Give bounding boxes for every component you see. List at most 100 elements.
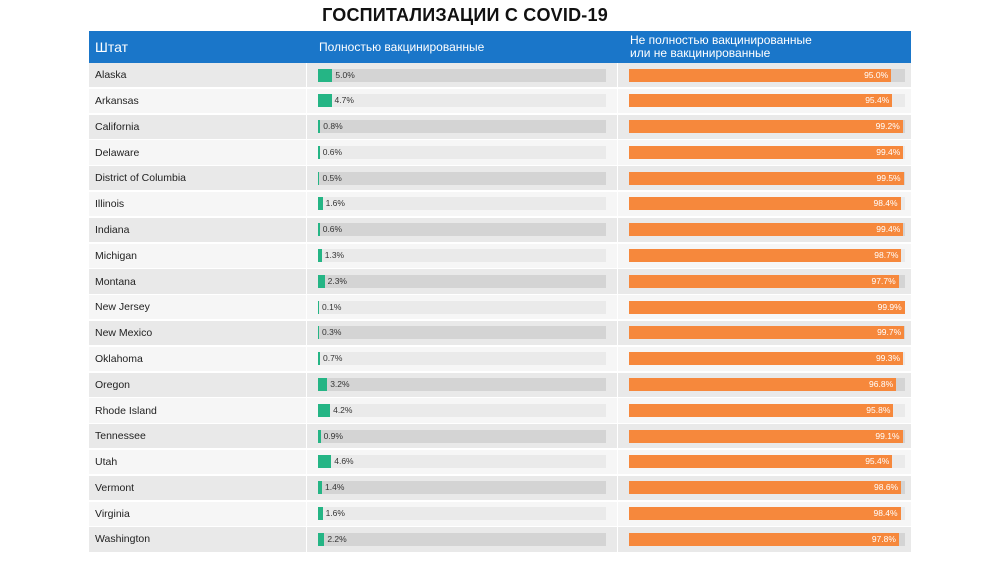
unvaccinated-track: 95.8% xyxy=(629,403,905,417)
vaccinated-bar xyxy=(318,352,321,366)
state-label: Oregon xyxy=(95,378,131,391)
vaccinated-value-label: 0.6% xyxy=(322,146,343,157)
unvaccinated-cell: 98.4% xyxy=(618,501,911,526)
vaccinated-track: 0.6% xyxy=(318,223,606,237)
state-label: Virginia xyxy=(95,507,130,520)
table-row: Montana 2.3% 97.7% xyxy=(89,269,911,295)
table-row: Oklahoma 0.7% 99.3% xyxy=(89,346,911,373)
unvaccinated-value-label: 97.8% xyxy=(871,533,896,544)
state-label: Michigan xyxy=(95,249,138,262)
unvaccinated-track: 98.4% xyxy=(629,197,905,211)
vaccinated-track: 5.0% xyxy=(318,68,606,82)
vaccinated-bar xyxy=(318,455,332,469)
vaccinated-cell: 0.8% xyxy=(307,114,617,139)
unvaccinated-track: 99.3% xyxy=(629,352,905,366)
state-label: Delaware xyxy=(95,146,140,159)
vaccinated-cell: 0.6% xyxy=(307,140,617,165)
vaccinated-bar xyxy=(318,68,333,82)
state-cell: Illinois xyxy=(89,191,306,217)
state-label: New Jersey xyxy=(95,301,150,314)
vaccinated-cell: 4.6% xyxy=(307,449,617,475)
vaccinated-value-label: 2.2% xyxy=(327,533,347,544)
unvaccinated-track: 99.1% xyxy=(629,429,905,443)
vaccinated-cell: 0.1% xyxy=(307,295,617,320)
unvaccinated-cell: 99.4% xyxy=(618,140,911,165)
vaccinated-value-label: 4.6% xyxy=(334,456,354,467)
vaccinated-value-label: 4.2% xyxy=(333,404,353,415)
vaccinated-cell: 0.5% xyxy=(307,166,617,191)
state-cell: Rhode Island xyxy=(89,398,306,423)
unvaccinated-value-label: 98.6% xyxy=(874,482,899,493)
vaccinated-cell: 0.7% xyxy=(307,346,617,372)
state-cell: Alaska xyxy=(89,63,306,88)
vaccinated-cell: 4.7% xyxy=(307,88,617,114)
unvaccinated-cell: 96.8% xyxy=(618,372,911,397)
unvaccinated-track: 99.7% xyxy=(629,326,905,340)
vaccinated-value-label: 1.6% xyxy=(325,198,345,209)
vaccinated-track: 0.1% xyxy=(318,300,606,314)
state-label: Washington xyxy=(95,533,151,546)
unvaccinated-cell: 99.9% xyxy=(618,295,911,320)
table-row: Illinois 1.6% 98.4% xyxy=(89,191,911,218)
unvaccinated-value-label: 99.5% xyxy=(876,172,901,183)
unvaccinated-value-label: 99.4% xyxy=(876,224,901,235)
unvaccinated-value-label: 99.9% xyxy=(877,301,902,312)
state-cell: Virginia xyxy=(89,501,306,526)
unvaccinated-cell: 99.2% xyxy=(618,114,911,139)
unvaccinated-value-label: 99.3% xyxy=(875,353,901,364)
header-unvaccinated-line2: или не вакцинированные xyxy=(630,46,771,60)
unvaccinated-track: 97.8% xyxy=(629,532,905,546)
unvaccinated-bar xyxy=(629,68,892,82)
header-unvaccinated: Не полностью вакцинированные или не вакц… xyxy=(630,31,812,63)
vaccinated-value-label: 0.6% xyxy=(322,224,343,235)
vaccinated-bar xyxy=(318,197,323,211)
vaccinated-value-label: 1.3% xyxy=(324,250,345,261)
table-row: New Mexico 0.3% 99.7% xyxy=(89,320,911,347)
unvaccinated-cell: 95.0% xyxy=(618,63,911,88)
state-cell: Arkansas xyxy=(89,88,306,114)
unvaccinated-value-label: 99.1% xyxy=(875,430,900,441)
state-label: Vermont xyxy=(95,481,135,494)
vaccinated-cell: 0.6% xyxy=(307,217,617,243)
unvaccinated-bar xyxy=(629,455,893,469)
table-row: Oregon 3.2% 96.8% xyxy=(89,372,911,399)
unvaccinated-track: 99.4% xyxy=(629,145,905,159)
unvaccinated-bar xyxy=(629,197,901,211)
state-label: Utah xyxy=(95,456,118,469)
unvaccinated-bar xyxy=(629,223,904,237)
vaccinated-value-label: 3.2% xyxy=(330,379,350,390)
unvaccinated-value-label: 98.7% xyxy=(874,250,899,261)
vaccinated-value-label: 2.3% xyxy=(327,275,347,286)
state-cell: Oregon xyxy=(89,372,306,397)
vaccinated-value-label: 1.4% xyxy=(325,482,345,493)
unvaccinated-value-label: 99.2% xyxy=(875,121,900,132)
vaccinated-bar xyxy=(318,249,322,263)
unvaccinated-value-label: 97.7% xyxy=(871,275,896,286)
state-cell: California xyxy=(89,114,306,139)
vaccinated-track: 4.6% xyxy=(318,455,606,469)
vaccinated-bar xyxy=(318,94,332,108)
state-cell: Oklahoma xyxy=(89,346,306,372)
unvaccinated-track: 95.4% xyxy=(629,94,905,108)
vaccinated-track: 3.2% xyxy=(318,378,606,392)
state-label: Arkansas xyxy=(95,94,139,107)
unvaccinated-cell: 99.1% xyxy=(618,424,911,449)
state-cell: Tennessee xyxy=(89,424,306,449)
data-table: Штат Полностью вакцинированные Не полнос… xyxy=(89,31,911,553)
unvaccinated-track: 98.7% xyxy=(629,249,905,263)
state-cell: Vermont xyxy=(89,475,306,501)
state-cell: New Jersey xyxy=(89,295,306,320)
unvaccinated-track: 99.2% xyxy=(629,120,905,134)
vaccinated-track: 1.4% xyxy=(318,481,606,495)
vaccinated-cell: 0.3% xyxy=(307,320,617,346)
state-cell: Michigan xyxy=(89,243,306,268)
table-body: Alaska 5.0% 95.0% Arkansas 4.7% 95.4% Californ… xyxy=(89,63,911,553)
vaccinated-bar xyxy=(318,378,328,392)
table-row: Vermont 1.4% 98.6% xyxy=(89,475,911,502)
vaccinated-track: 0.5% xyxy=(318,171,606,185)
vaccinated-cell: 2.3% xyxy=(307,269,617,294)
vaccinated-bar xyxy=(318,326,319,340)
unvaccinated-track: 95.4% xyxy=(629,455,905,469)
table-header: Штат Полностью вакцинированные Не полнос… xyxy=(89,31,911,63)
unvaccinated-track: 97.7% xyxy=(629,274,905,288)
